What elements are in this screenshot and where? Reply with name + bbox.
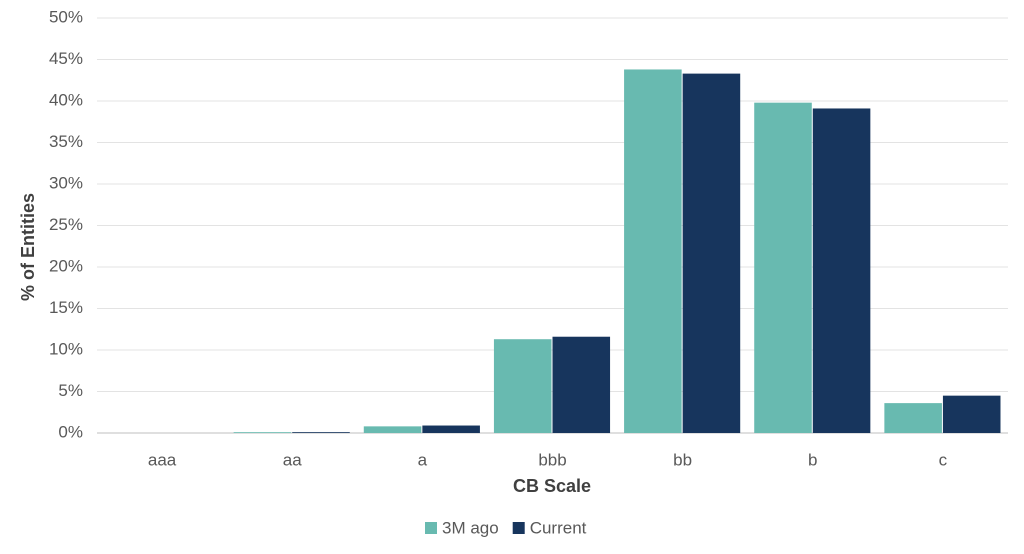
bar — [552, 336, 611, 433]
x-tick-label: aa — [283, 450, 302, 469]
y-tick-label: 10% — [49, 339, 83, 358]
legend-label: Current — [530, 518, 587, 537]
y-tick-label: 5% — [58, 381, 83, 400]
x-tick-label: bbb — [538, 450, 566, 469]
y-tick-label: 0% — [58, 422, 83, 441]
y-tick-label: 30% — [49, 173, 83, 192]
bar — [884, 403, 942, 433]
y-tick-label: 20% — [49, 256, 83, 275]
x-axis-title: CB Scale — [513, 476, 591, 496]
y-tick-label: 45% — [49, 49, 83, 68]
y-axis-title: % of Entities — [18, 193, 38, 301]
x-tick-label: bb — [673, 450, 692, 469]
legend-swatch — [425, 522, 437, 534]
y-tick-label: 50% — [49, 7, 83, 26]
bar — [682, 73, 741, 434]
legend-label: 3M ago — [442, 518, 499, 537]
y-tick-label: 25% — [49, 215, 83, 234]
bar — [233, 432, 292, 433]
y-tick-label: 40% — [49, 90, 83, 109]
x-tick-label: b — [808, 450, 817, 469]
bar — [422, 425, 480, 433]
bar — [812, 108, 871, 433]
bar — [363, 426, 422, 433]
x-tick-label: c — [939, 450, 948, 469]
x-tick-label: a — [418, 450, 428, 469]
bar — [493, 339, 552, 433]
legend-swatch — [512, 522, 525, 534]
bar — [754, 102, 812, 433]
y-tick-label: 15% — [49, 298, 83, 317]
bar — [624, 69, 682, 434]
bar — [942, 395, 1001, 433]
y-tick-label: 35% — [49, 132, 83, 151]
x-tick-label: aaa — [148, 450, 177, 469]
bar — [292, 432, 350, 433]
